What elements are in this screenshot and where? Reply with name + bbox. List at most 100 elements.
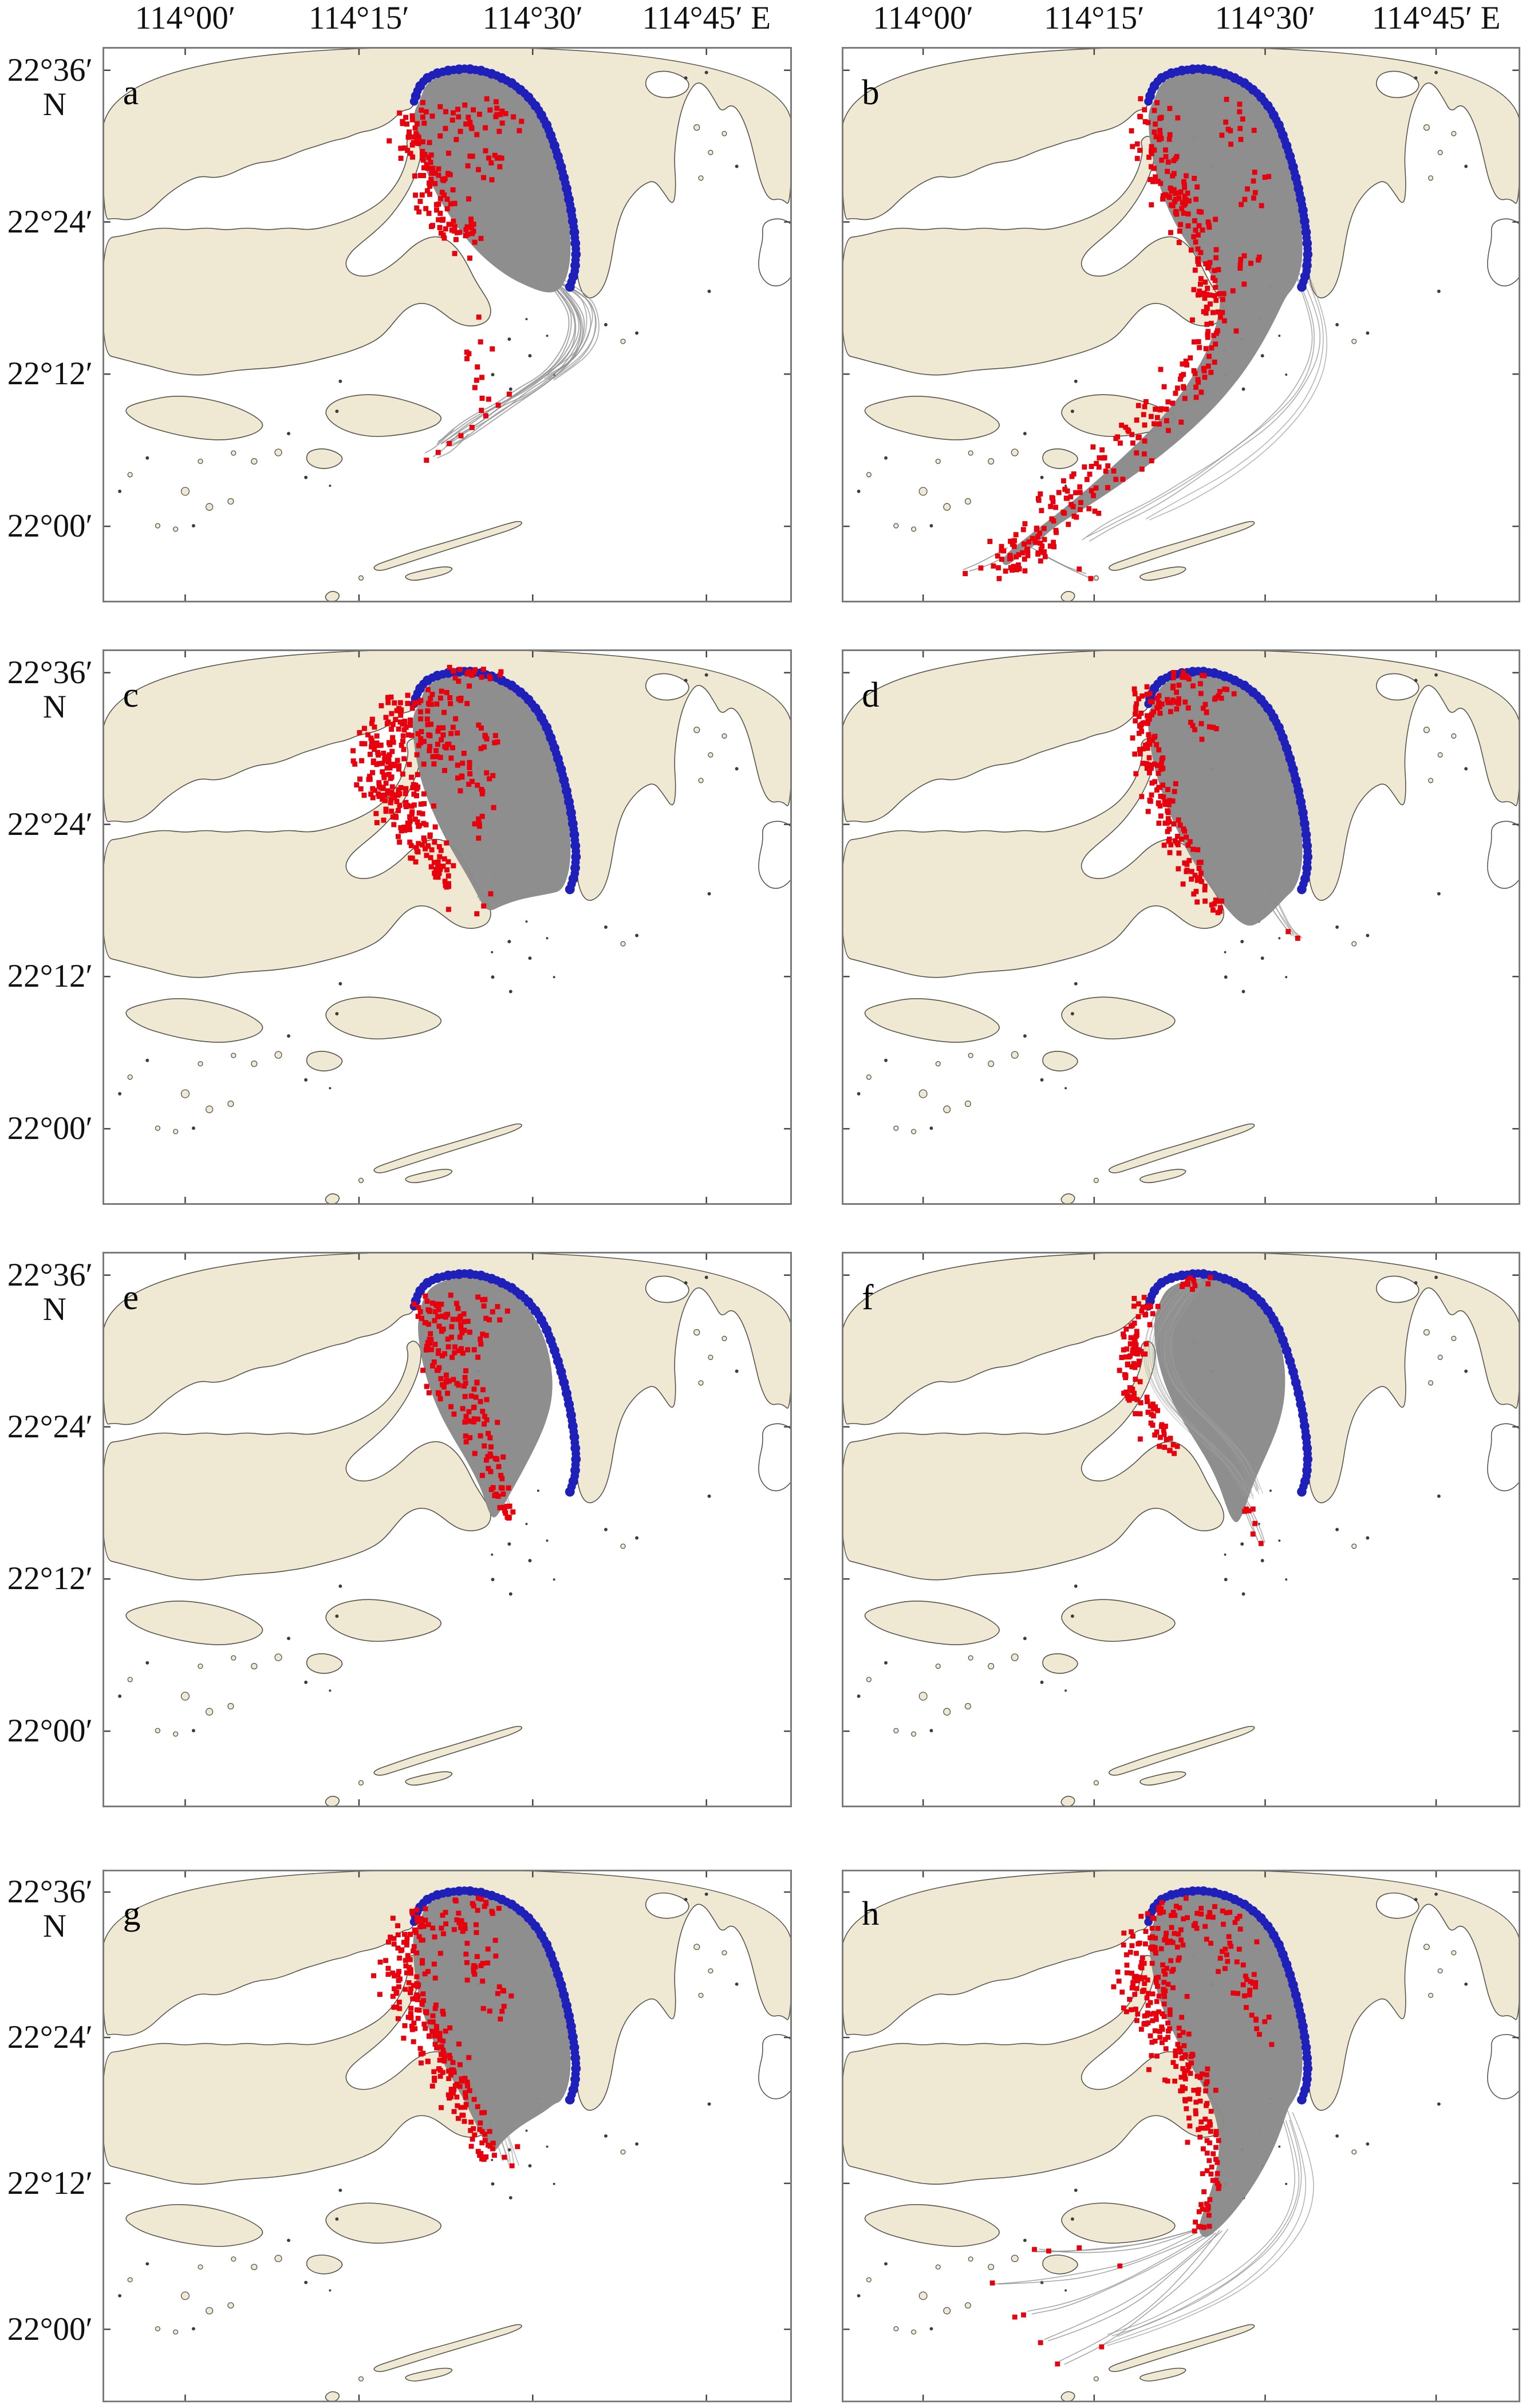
red-endpoint-dot	[430, 165, 436, 171]
red-endpoint-dot	[1167, 2026, 1173, 2031]
red-endpoint-dot	[1204, 2201, 1209, 2206]
red-endpoint-dot	[479, 375, 485, 380]
red-endpoint-dot	[1130, 144, 1135, 149]
red-endpoint-dot	[1099, 447, 1105, 453]
red-endpoint-dot	[987, 539, 993, 544]
red-endpoint-dot	[410, 785, 416, 790]
rock-islet	[1437, 892, 1441, 896]
red-endpoint-dot	[458, 788, 463, 794]
red-endpoint-dot	[409, 2023, 415, 2029]
red-endpoint-dot	[433, 866, 439, 872]
red-endpoint-dot	[435, 859, 441, 865]
red-endpoint-dot	[1216, 267, 1221, 273]
red-endpoint-dot	[460, 1350, 466, 1356]
trajectory-strand	[554, 279, 600, 381]
red-endpoint-dot	[1130, 1984, 1136, 1990]
red-endpoint-dot	[1201, 2189, 1206, 2194]
red-endpoint-dot	[1213, 2132, 1219, 2138]
red-endpoint-dot	[377, 1960, 383, 1965]
red-endpoint-dot	[1191, 891, 1197, 897]
red-endpoint-dot	[1163, 1424, 1168, 1429]
rock-islet	[338, 982, 342, 986]
bay-water	[1487, 1423, 1520, 1492]
map-canvas-e: e	[102, 1252, 792, 1807]
red-endpoint-dot	[468, 221, 474, 227]
red-endpoint-dot	[1210, 724, 1216, 730]
red-endpoint-dot	[478, 1341, 484, 1347]
rock-islet	[528, 354, 532, 358]
islet	[918, 1089, 928, 1098]
red-endpoint-dot	[388, 694, 394, 700]
red-endpoint-dot	[1162, 799, 1168, 805]
rock-islet	[635, 1536, 639, 1540]
rock-islet	[857, 1092, 861, 1095]
red-endpoint-dot	[482, 1903, 487, 1909]
red-endpoint-dot	[1147, 716, 1152, 722]
rock-islet	[1064, 1087, 1067, 1090]
red-endpoint-dot	[1158, 761, 1164, 767]
red-endpoint-dot	[1155, 1926, 1161, 1931]
red-endpoint-dot	[1202, 295, 1208, 301]
red-endpoint-dot	[996, 565, 1001, 570]
red-endpoint-dot	[480, 1387, 486, 1393]
red-endpoint-dot	[428, 855, 433, 861]
red-endpoint-dot	[1162, 1994, 1168, 1999]
red-endpoint-dot	[472, 1451, 478, 1456]
red-endpoint-dot	[428, 1331, 433, 1337]
red-endpoint-dot	[469, 779, 475, 785]
red-endpoint-dot	[432, 1318, 437, 1323]
red-endpoint-dot	[1035, 534, 1040, 539]
red-endpoint-dot	[490, 2146, 495, 2151]
red-endpoint-dot	[439, 688, 444, 694]
islet	[1428, 778, 1434, 783]
red-endpoint-dot	[1158, 180, 1164, 186]
red-endpoint-dot	[1208, 1275, 1213, 1280]
red-endpoint-dot	[1177, 2046, 1182, 2051]
rock-islet	[684, 1281, 688, 1285]
y-tick-label: 22°00′	[7, 2311, 93, 2347]
red-endpoint-dot	[1197, 875, 1202, 881]
rock-islet	[525, 1523, 528, 1526]
red-endpoint-dot	[389, 791, 395, 797]
red-endpoint-dot	[1241, 253, 1247, 259]
rock-islet	[338, 379, 342, 383]
rock-islet	[1285, 2182, 1288, 2185]
red-endpoint-dot	[1134, 1950, 1139, 1956]
red-endpoint-dot	[1133, 1973, 1139, 1979]
red-endpoint-dot	[1172, 1913, 1178, 1918]
red-endpoint-dot	[1202, 898, 1208, 904]
red-endpoint-dot	[1159, 157, 1165, 163]
red-endpoint-dot	[476, 821, 482, 827]
red-endpoint-dot	[1215, 2159, 1220, 2165]
red-endpoint-dot	[361, 726, 367, 731]
red-endpoint-dot	[414, 1914, 420, 1920]
red-endpoint-dot	[1245, 186, 1250, 192]
red-endpoint-dot	[1121, 1331, 1126, 1337]
red-endpoint-dot	[1165, 829, 1170, 834]
y-tick-label: 22°36′	[7, 52, 93, 88]
red-endpoint-dot	[425, 2058, 431, 2064]
rock-islet	[287, 432, 291, 436]
red-endpoint-dot	[1202, 701, 1208, 707]
red-endpoint-dot	[1158, 406, 1164, 412]
trajectory-strand	[487, 2099, 510, 2166]
islet	[1351, 1543, 1357, 1549]
red-endpoint-dot	[385, 790, 391, 796]
red-endpoint-dot	[1133, 1342, 1139, 1348]
red-endpoint-dot	[400, 721, 405, 727]
red-endpoint-dot	[1129, 1929, 1134, 1934]
trajectory-mass	[1002, 72, 1303, 565]
red-endpoint-dot	[1178, 1937, 1184, 1942]
islet	[1093, 2376, 1099, 2382]
islet	[893, 1125, 899, 1131]
red-endpoint-dot	[409, 774, 414, 780]
red-endpoint-dot	[449, 1354, 455, 1360]
red-endpoint-dot	[1184, 2106, 1189, 2111]
red-endpoint-dot	[458, 1925, 464, 1930]
red-endpoint-dot	[1192, 727, 1197, 732]
red-endpoint-dot	[1219, 898, 1224, 904]
red-endpoint-dot	[439, 190, 445, 195]
red-endpoint-dot	[420, 1937, 425, 1943]
red-endpoint-dot	[493, 1953, 499, 1959]
rock-islet	[1437, 289, 1441, 293]
